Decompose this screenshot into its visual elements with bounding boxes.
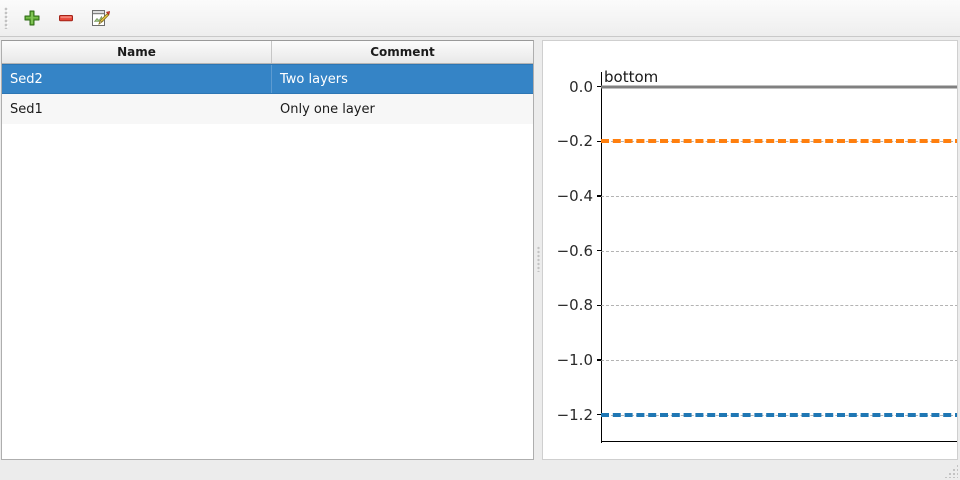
edit-note-icon — [92, 10, 110, 26]
y-axis-tick — [597, 250, 601, 252]
y-axis-tick — [597, 140, 601, 142]
chart-annotation-bottom: bottom — [604, 67, 659, 86]
y-axis-tick — [597, 86, 601, 88]
table-header-row: Name Comment — [2, 41, 533, 64]
y-axis-tick — [597, 359, 601, 361]
column-header-comment[interactable]: Comment — [370, 45, 435, 59]
cell-comment: Two layers — [280, 71, 348, 87]
y-axis-spine — [601, 72, 603, 443]
grid-line — [601, 196, 957, 197]
plus-icon — [24, 10, 40, 26]
series-line-layer-2 — [601, 412, 957, 417]
table-row[interactable]: Sed1 Only one layer — [2, 94, 533, 124]
series-line-layer-1 — [601, 139, 957, 144]
cell-name: Sed2 — [2, 65, 272, 93]
y-axis-tick-label: −0.8 — [556, 296, 593, 315]
y-axis-tick — [597, 304, 601, 306]
table-row[interactable]: Sed2 Two layers — [2, 64, 533, 94]
y-axis-tick — [597, 195, 601, 197]
y-axis-tick — [597, 414, 601, 416]
table-body: Sed2 Two layers Sed1 Only one layer — [2, 64, 533, 459]
cell-name: Sed1 — [10, 101, 43, 117]
edit-button[interactable] — [84, 2, 116, 34]
layer-profile-chart[interactable]: 0.0 −0.2 −0.4 −0.6 −0.8 −1.0 −1.2 bottom — [542, 40, 958, 460]
y-axis-tick-label: −1.0 — [556, 351, 593, 369]
grid-line — [601, 250, 957, 252]
drag-dots-icon — [3, 7, 9, 29]
splitter-grip-icon — [536, 245, 540, 272]
cell-comment: Only one layer — [280, 101, 375, 117]
y-axis-tick-label: −0.2 — [556, 132, 593, 151]
toolbar-drag-handle[interactable] — [0, 0, 12, 36]
grid-line — [601, 305, 957, 307]
series-line-bottom — [601, 85, 957, 89]
add-button[interactable] — [16, 2, 48, 34]
main-content: Name Comment Sed2 Two layers Sed1 Only o… — [0, 37, 960, 480]
toolbar — [0, 0, 960, 37]
y-axis-tick-label: −0.6 — [556, 241, 593, 260]
y-axis-tick-label: 0.0 — [569, 77, 593, 96]
pane-splitter[interactable] — [534, 37, 542, 480]
plot-pane: 0.0 −0.2 −0.4 −0.6 −0.8 −1.0 −1.2 bottom — [542, 37, 960, 480]
y-axis-tick-label: −1.2 — [556, 405, 593, 424]
chart-axes: 0.0 −0.2 −0.4 −0.6 −0.8 −1.0 −1.2 bottom — [557, 68, 957, 443]
remove-button[interactable] — [50, 2, 82, 34]
x-axis-spine — [601, 440, 957, 442]
layers-table[interactable]: Name Comment Sed2 Two layers Sed1 Only o… — [1, 40, 534, 460]
column-header-name[interactable]: Name — [2, 41, 272, 63]
grid-line — [601, 360, 957, 361]
window-resize-grip[interactable] — [944, 464, 958, 478]
minus-icon — [59, 15, 73, 22]
y-axis-tick-label: −0.4 — [556, 187, 593, 205]
table-pane: Name Comment Sed2 Two layers Sed1 Only o… — [0, 37, 534, 480]
